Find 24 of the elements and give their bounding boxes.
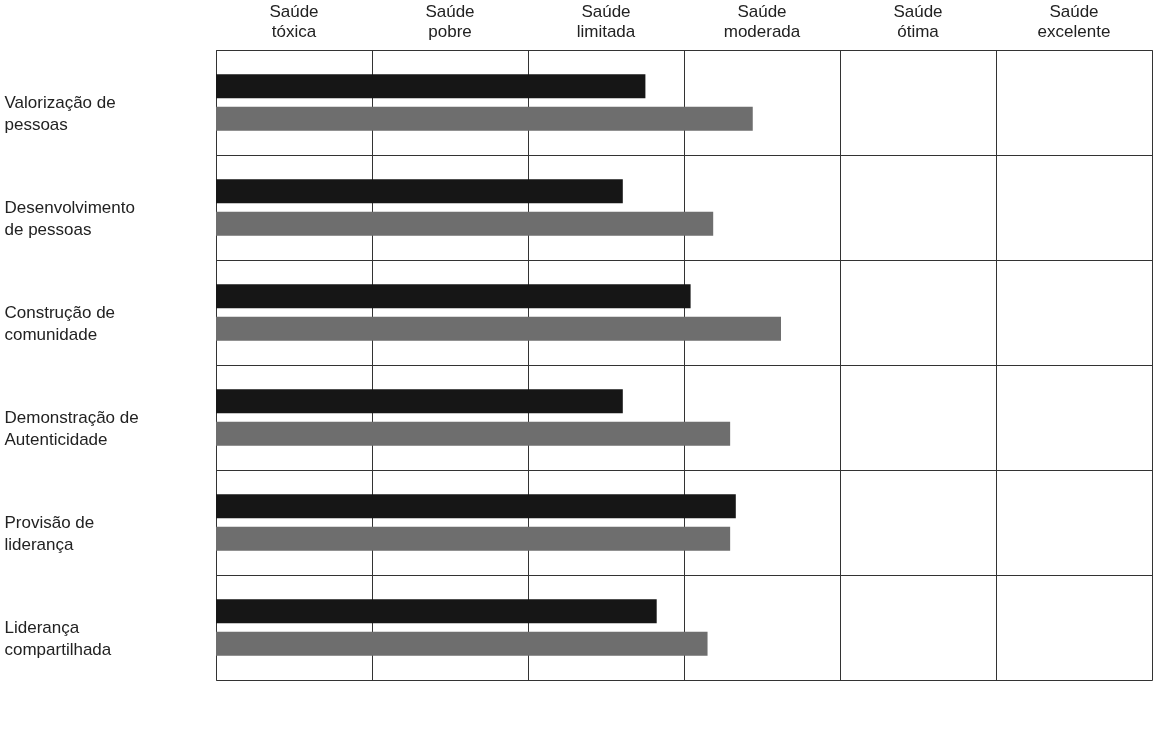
bar bbox=[216, 526, 731, 551]
y-tick-label: Provisão de liderança bbox=[4, 512, 95, 554]
y-tick-label: Valorização de pessoas bbox=[4, 92, 116, 134]
bar bbox=[216, 179, 623, 204]
bar bbox=[216, 211, 714, 236]
bar bbox=[216, 284, 691, 309]
text: Saúde moderada bbox=[723, 1, 801, 41]
y-tick-label: Demonstração de Autenticidade bbox=[4, 407, 139, 449]
y-tick-label: Desenvolvimento de pessoas bbox=[4, 197, 135, 239]
bar bbox=[216, 389, 623, 414]
text: Saúde limitada bbox=[576, 1, 636, 41]
y-tick-label: Construção de comunidade bbox=[4, 302, 116, 344]
text: Saúde ótima bbox=[893, 1, 943, 41]
bar bbox=[216, 599, 657, 624]
bar bbox=[216, 74, 646, 99]
text: Saúde tóxica bbox=[269, 1, 319, 41]
bar bbox=[216, 421, 731, 446]
bar bbox=[216, 631, 708, 656]
bar bbox=[216, 106, 753, 131]
text: Saúde excelente bbox=[1037, 1, 1111, 41]
bar bbox=[216, 316, 781, 341]
text: Saúde pobre bbox=[425, 1, 475, 41]
bar bbox=[216, 494, 736, 519]
y-tick-label: Liderança compartilhada bbox=[4, 617, 112, 659]
